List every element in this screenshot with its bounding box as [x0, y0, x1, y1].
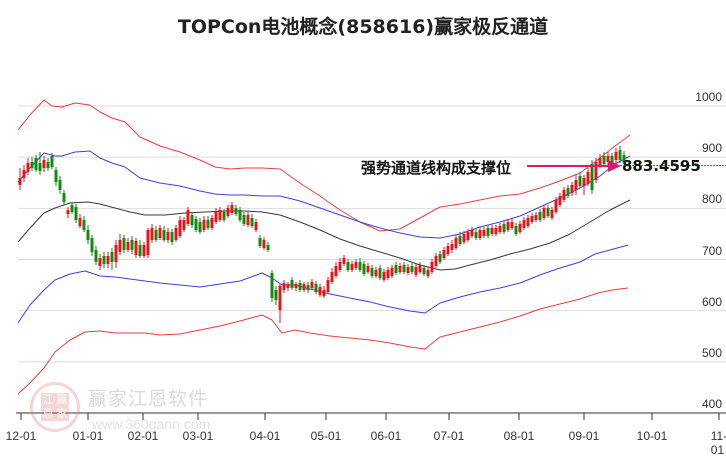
y-tick-label: 700: [701, 243, 722, 258]
seal-char: 赢: [56, 393, 68, 406]
inner_upper-line: [17, 150, 631, 239]
seal-char: 恩: [42, 407, 54, 420]
seal-char: 江: [42, 393, 54, 406]
x-tick-label: 09-01: [568, 429, 600, 443]
support-value-label: 883.4595: [622, 157, 701, 175]
chart-title: TOPCon电池概念(858616)赢家极反通道: [177, 16, 549, 38]
x-tick-label: 05-01: [310, 429, 342, 443]
watermark-seal-icon: 江 赢 恩 家: [30, 382, 80, 432]
outer_lower-line: [17, 287, 629, 395]
x-axis: [16, 412, 726, 420]
y-tick-label: 600: [701, 294, 722, 309]
y-tick-label: 500: [701, 345, 722, 360]
candles: [18, 146, 626, 323]
support-annotation-text: 强势通道线构成支撑位: [361, 159, 512, 177]
y-tick-label: 900: [701, 141, 722, 156]
y-tick-label: 400: [701, 397, 722, 412]
watermark-url: www.360gann.com: [92, 416, 211, 432]
watermark-brand: 赢家江恩软件: [88, 388, 209, 410]
y-tick-label: 1000: [695, 90, 722, 104]
outer_upper-line: [17, 99, 631, 232]
x-tick-label: 01-01: [72, 429, 104, 443]
seal-char: 家: [56, 407, 68, 420]
x-tick-label: 06-01: [370, 429, 402, 443]
x-tick-label: 07-01: [433, 429, 465, 443]
x-tick-label: 03-01: [182, 429, 214, 443]
x-tick-label: 02-01: [127, 429, 159, 443]
x-tick-label: 11-01: [710, 429, 726, 457]
middle-line: [17, 199, 631, 271]
x-tick-label: 12-01: [5, 429, 37, 443]
x-tick-label: 04-01: [249, 429, 281, 443]
annotation-graphics: [527, 160, 726, 172]
y-tick-label: 800: [701, 192, 722, 207]
gridlines: [18, 105, 726, 363]
channel-bands: [17, 99, 631, 395]
x-tick-label: 10-01: [636, 429, 668, 443]
x-tick-label: 08-01: [503, 429, 535, 443]
